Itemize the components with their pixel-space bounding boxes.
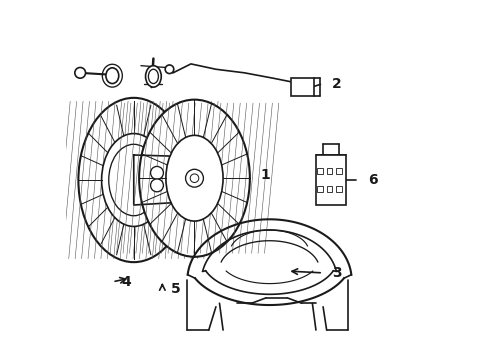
Text: 5: 5: [171, 282, 181, 296]
Bar: [326, 168, 332, 174]
FancyBboxPatch shape: [290, 78, 313, 96]
Text: 4: 4: [121, 275, 131, 289]
Bar: [335, 168, 341, 174]
Ellipse shape: [150, 166, 163, 179]
Ellipse shape: [78, 98, 189, 262]
Text: 1: 1: [260, 168, 270, 182]
Bar: [317, 186, 323, 192]
Bar: [326, 186, 332, 192]
Ellipse shape: [75, 67, 85, 78]
Text: 2: 2: [331, 77, 341, 91]
Text: 6: 6: [367, 173, 377, 187]
Polygon shape: [134, 155, 194, 205]
Ellipse shape: [145, 66, 161, 87]
Ellipse shape: [185, 169, 203, 187]
Text: 3: 3: [331, 266, 341, 280]
Bar: [317, 168, 323, 174]
Bar: [335, 186, 341, 192]
Ellipse shape: [165, 135, 223, 221]
Ellipse shape: [139, 100, 249, 257]
Ellipse shape: [106, 68, 119, 84]
Ellipse shape: [102, 134, 165, 226]
Ellipse shape: [150, 179, 163, 192]
Ellipse shape: [165, 65, 173, 73]
FancyBboxPatch shape: [315, 155, 346, 205]
